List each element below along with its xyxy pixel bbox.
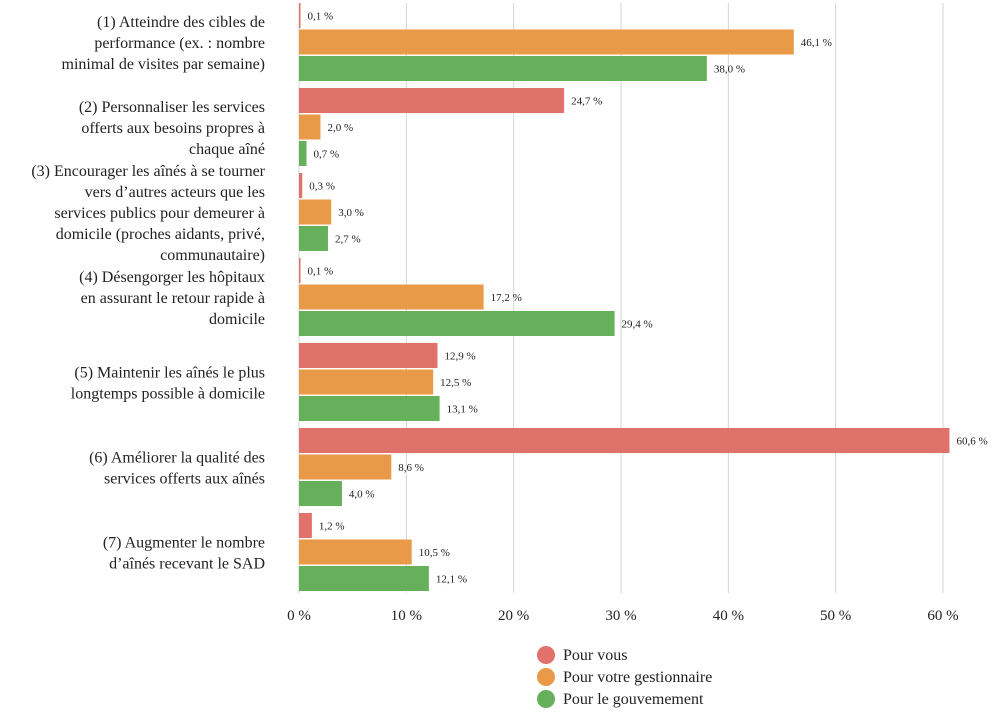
data-label: 1,2 % [319, 521, 345, 533]
data-label: 2,7 % [335, 234, 361, 246]
bar [299, 141, 307, 166]
bar [299, 396, 440, 421]
data-label: 38,0 % [714, 64, 745, 76]
bar [299, 369, 434, 395]
legend-label: Pour vous [563, 647, 627, 664]
data-label: 3,0 % [338, 207, 364, 219]
bar [299, 539, 412, 565]
data-label: 0,1 % [308, 266, 334, 278]
data-label: 12,1 % [436, 574, 467, 586]
data-label: 4,0 % [349, 489, 375, 501]
bar [299, 29, 794, 55]
value-labels: 0,1 % 24,7 % 0,3 % 0,1 % 12,9 % 60,6 % 1,2 % 46… [308, 11, 988, 586]
bar [299, 343, 438, 368]
data-label: 8,6 % [398, 462, 424, 474]
data-label: 12,5 % [440, 377, 471, 389]
category-label: (4) Désengorger les hôpitaux en assurant … [79, 269, 265, 328]
data-label: 13,1 % [447, 404, 478, 416]
x-tick-label: 30 % [605, 608, 636, 624]
legend-label: Pour le gouvemement [563, 691, 704, 708]
data-label: 0,1 % [308, 11, 334, 23]
x-tick-label: 60 % [927, 608, 958, 624]
bar [299, 199, 332, 225]
bar [299, 3, 301, 28]
x-tick-label: 50 % [820, 608, 851, 624]
category-label: (5) Maintenir les aînés le plus longtemps… [71, 365, 265, 403]
category-label: (3) Encourager les aînés à se tourner ver… [31, 163, 265, 264]
bar [299, 88, 565, 113]
bar [299, 481, 342, 506]
category-label: (7) Augmenter le nombre d’aînés recevant … [103, 535, 265, 573]
data-label: 29,4 % [622, 319, 653, 331]
x-tick-label: 10 % [391, 608, 422, 624]
bar [299, 114, 321, 140]
bar [299, 428, 950, 453]
category-label: (2) Personnaliser les services offerts au… [79, 99, 265, 158]
bar [299, 173, 303, 198]
bar [299, 566, 429, 591]
data-label: 24,7 % [571, 96, 602, 108]
bar [299, 226, 328, 251]
legend-swatch [537, 668, 555, 686]
data-label: 17,2 % [491, 292, 522, 304]
data-label: 12,9 % [444, 351, 475, 363]
legend-swatch [537, 690, 555, 708]
bar [299, 311, 615, 336]
category-labels: (1) Atteindre des cibles de performance (… [31, 14, 265, 573]
x-axis-ticks: 0 % 10 % 20 % 30 % 40 % 50 % 60 % [287, 608, 959, 624]
data-label: 0,3 % [309, 181, 335, 193]
x-tick-label: 40 % [713, 608, 744, 624]
bar [299, 258, 301, 283]
x-tick-label: 0 % [287, 608, 311, 624]
bar [299, 56, 707, 81]
bar [299, 284, 484, 310]
data-label: 0,7 % [314, 149, 340, 161]
x-tick-label: 20 % [498, 608, 529, 624]
bars [299, 3, 950, 591]
bar [299, 513, 312, 538]
category-label: (1) Atteindre des cibles de performance (… [62, 14, 266, 73]
category-label: (6) Améliorer la qualité des services off… [89, 450, 265, 488]
bar [299, 454, 392, 480]
data-label: 46,1 % [801, 37, 832, 49]
data-label: 2,0 % [327, 122, 353, 134]
legend: Pour vous Pour votre gestionnaire Pour le … [537, 646, 712, 708]
legend-label: Pour votre gestionnaire [563, 669, 712, 686]
legend-swatch [537, 646, 555, 664]
data-label: 10,5 % [419, 547, 450, 559]
data-label: 60,6 % [956, 436, 987, 448]
